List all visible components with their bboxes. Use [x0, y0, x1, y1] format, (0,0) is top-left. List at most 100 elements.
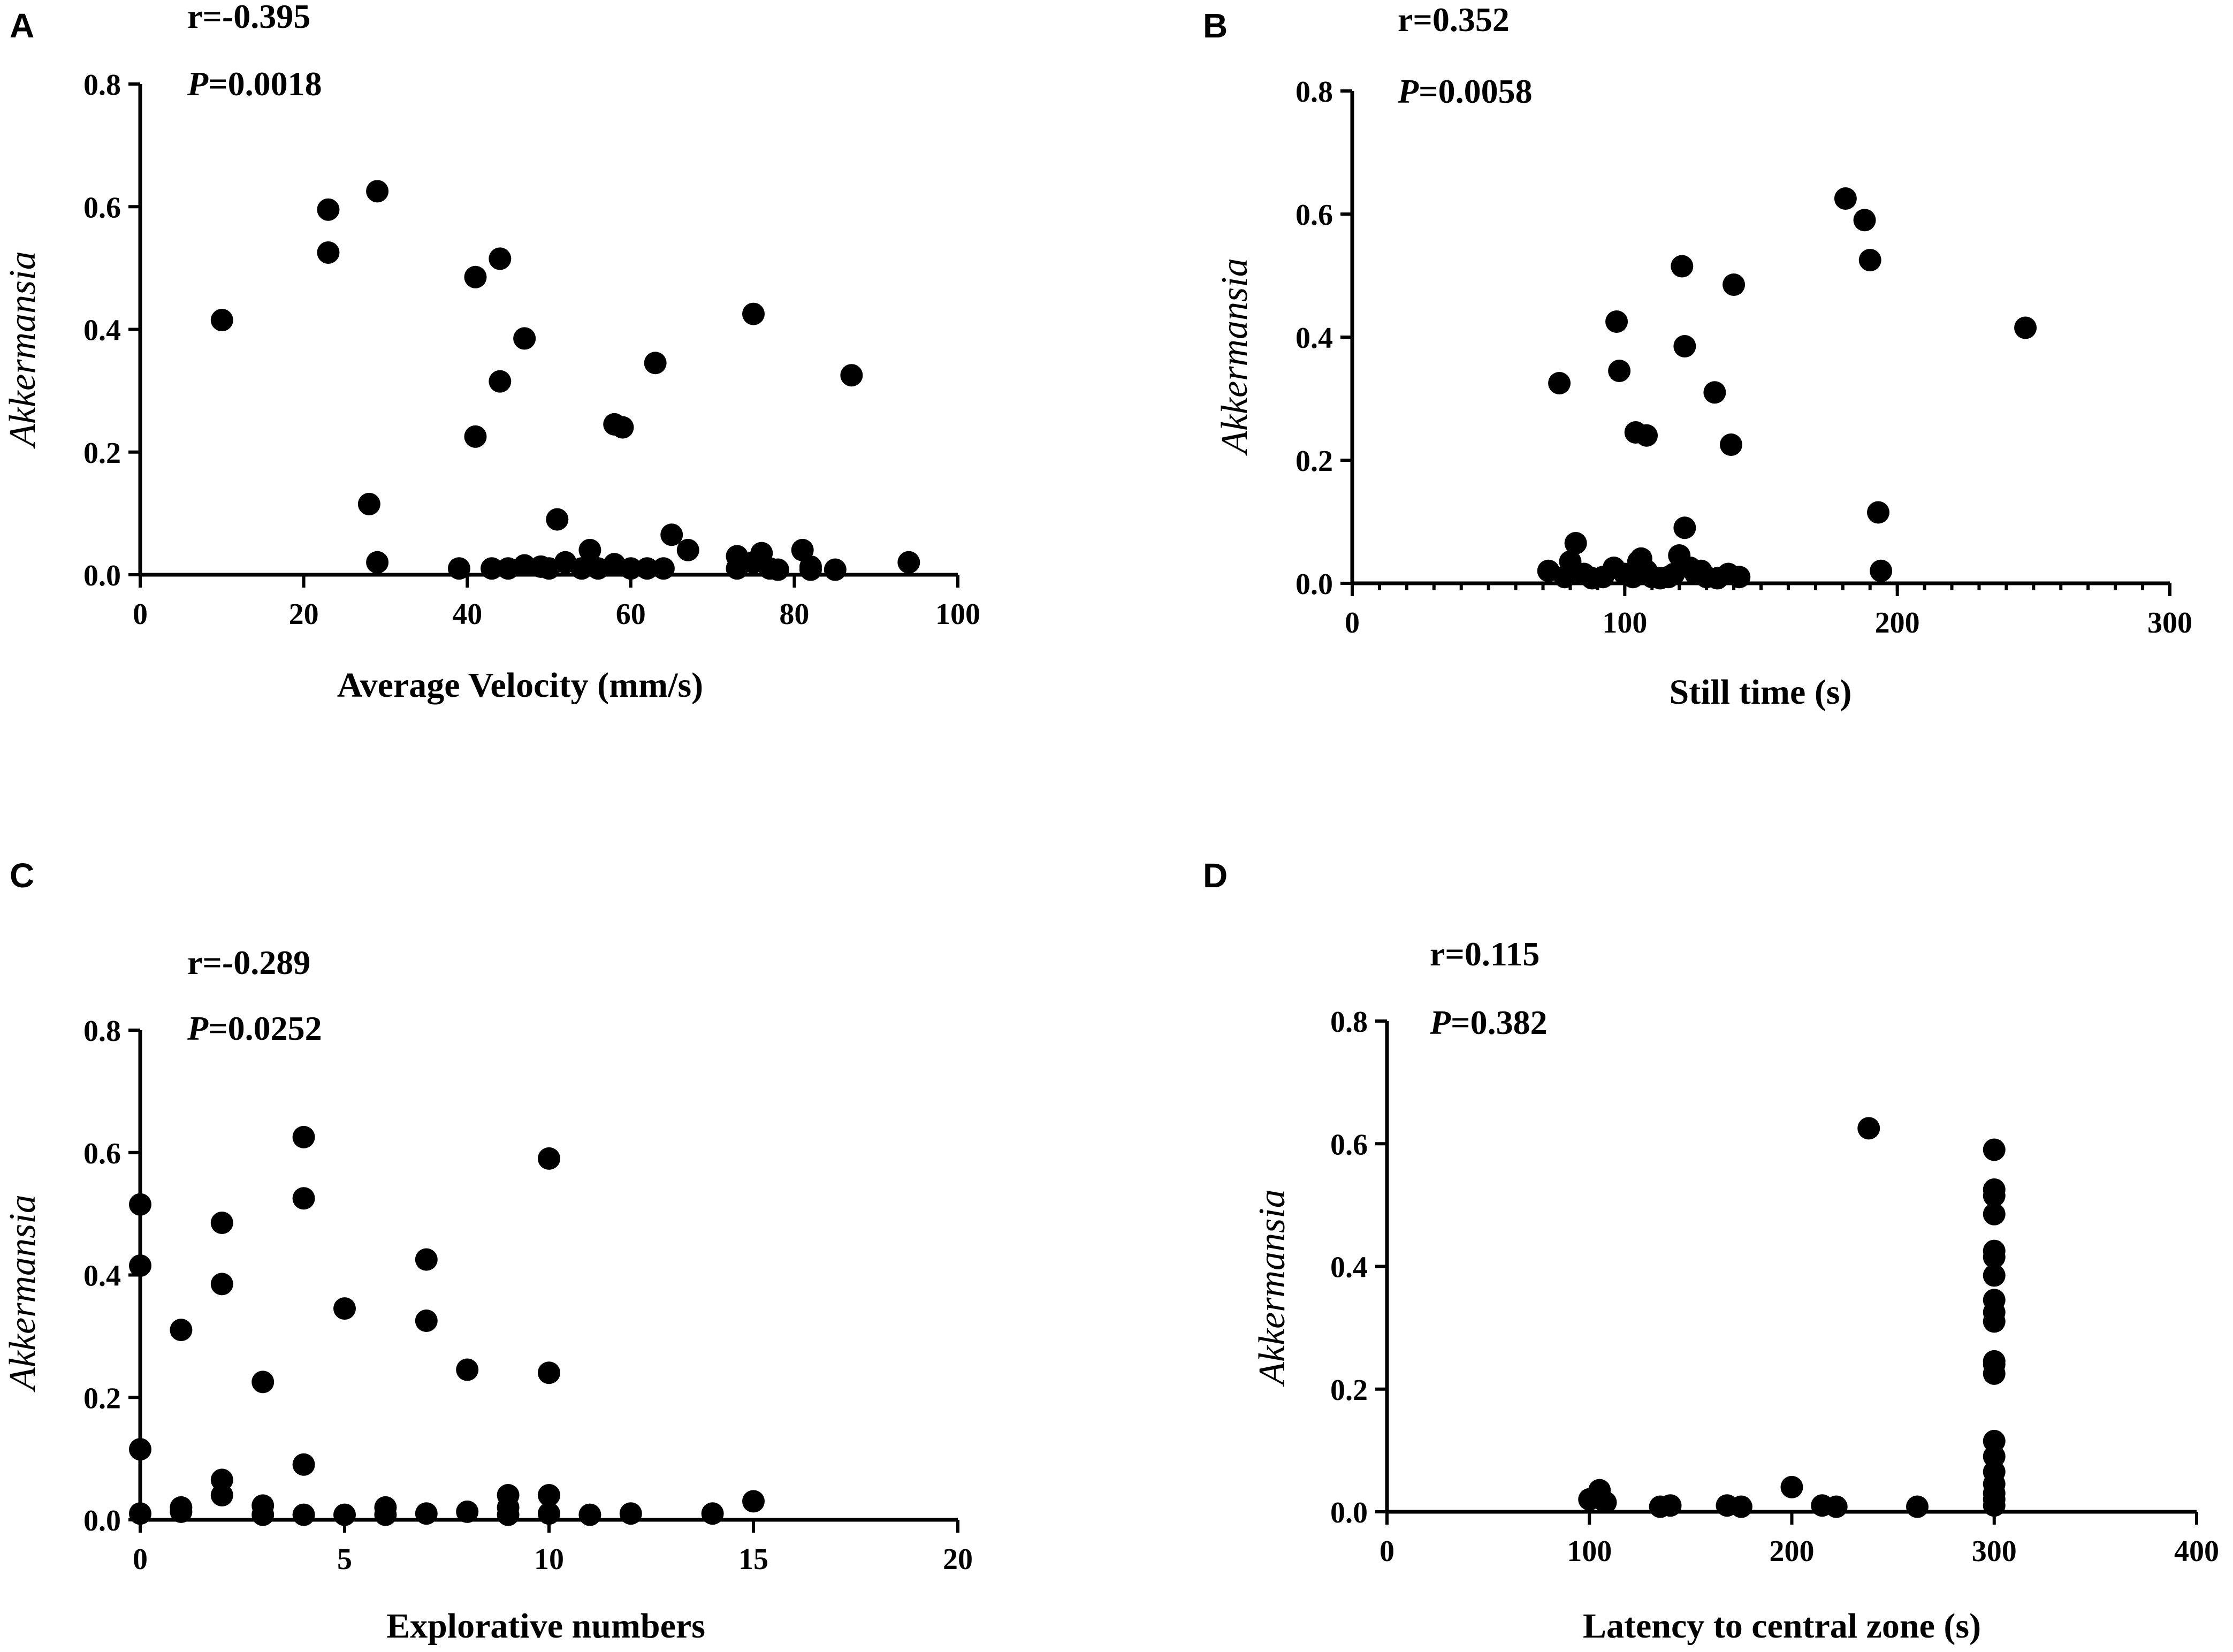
- panel-a-y-tick-label: 0.0: [83, 559, 121, 592]
- panel-a-data-point: [210, 309, 233, 332]
- panel-a-x-tick-label: 80: [779, 598, 809, 631]
- panel-b-data-point: [1673, 335, 1696, 357]
- panel-c: C r=-0.289 P=0.0252 Akkermansia Explorat…: [2, 856, 973, 1646]
- panel-b-x-tick-label: 0: [1345, 606, 1360, 640]
- panel-a-data-point: [447, 557, 470, 580]
- panel-c-data-point: [252, 1371, 275, 1394]
- panel-a-data-point: [366, 180, 389, 203]
- panel-b-data-point: [1723, 273, 1746, 296]
- panel-a-data-point: [578, 538, 601, 561]
- panel-c-data-point: [333, 1503, 356, 1526]
- panel-a-r-stat: r=-0.395: [187, 0, 310, 35]
- panel-b-data-point: [1867, 501, 1890, 524]
- panel-a-data-point: [489, 370, 512, 393]
- panel-c-data-point: [538, 1483, 560, 1506]
- panel-d: D r=0.115 P=0.382 Akkermansia Latency to…: [1203, 856, 2219, 1646]
- panel-d-y-tick-label: 0.4: [1330, 1251, 1368, 1284]
- panel-a-p-label: P: [187, 65, 209, 103]
- panel-d-y-tick-label: 0.8: [1330, 1006, 1368, 1039]
- panel-b-data-point: [2014, 316, 2037, 339]
- panel-a-y-tick-label: 0.6: [83, 191, 121, 224]
- panel-c-r-stat: r=-0.289: [187, 943, 310, 981]
- panel-a-letter: A: [10, 6, 34, 45]
- panel-c-data-point: [742, 1490, 765, 1513]
- panel-a-data-point: [489, 247, 512, 270]
- panel-c-data-point: [374, 1503, 397, 1526]
- panel-a-y-axis-title: Akkermansia: [2, 251, 43, 448]
- panel-c-p-label: P: [187, 1009, 209, 1047]
- panel-a-x-tick-label: 0: [133, 598, 148, 631]
- panel-a-data-point: [513, 327, 536, 350]
- panel-a-data-point: [317, 241, 340, 264]
- panel-a-data-point: [824, 558, 847, 581]
- panel-b-data-point: [1853, 209, 1876, 232]
- panel-b-x-axis-title: Still time (s): [1670, 673, 1852, 712]
- panel-c-letter: C: [10, 856, 34, 895]
- panel-c-x-tick-label: 10: [534, 1543, 564, 1576]
- panel-c-data-point: [129, 1502, 151, 1525]
- panel-d-data-point: [1983, 1362, 2006, 1385]
- panel-c-data-point: [415, 1502, 438, 1525]
- panel-b-data-point: [1703, 381, 1726, 404]
- panel-c-x-tick-label: 5: [337, 1543, 352, 1576]
- panel-a-data-point: [742, 302, 765, 325]
- panel-d-x-tick-label: 200: [1770, 1535, 1815, 1568]
- panel-d-data-point: [1857, 1117, 1880, 1140]
- panel-d-x-tick-label: 0: [1380, 1535, 1394, 1568]
- panel-a: A r=-0.395 P=0.0018 Akkermansia Average …: [2, 0, 980, 705]
- panel-d-data-point: [1825, 1495, 1848, 1518]
- panel-b-data-point: [1608, 360, 1631, 382]
- panel-a-data-point: [799, 558, 822, 581]
- panel-b-y-axis-title: Akkermansia: [1214, 258, 1255, 455]
- panel-d-data-point: [1906, 1495, 1929, 1518]
- panel-c-data-point: [210, 1483, 233, 1506]
- panel-a-y-tick-label: 0.4: [83, 314, 121, 347]
- panel-c-y-tick-label: 0.0: [83, 1504, 121, 1537]
- panel-d-data-point: [1780, 1475, 1803, 1498]
- panel-c-data-point: [538, 1147, 560, 1170]
- panel-d-x-tick-label: 400: [2174, 1535, 2219, 1568]
- panel-a-data-point: [611, 416, 634, 439]
- panel-c-data-point: [129, 1254, 151, 1277]
- panel-a-data-point: [481, 557, 504, 580]
- panel-d-data-point: [1594, 1491, 1617, 1514]
- panel-d-data-point: [1983, 1310, 2006, 1333]
- panel-c-data-point: [538, 1502, 560, 1525]
- panel-a-x-tick-label: 40: [452, 598, 482, 631]
- panel-b-p-value: =0.0058: [1419, 72, 1532, 110]
- panel-c-x-tick-label: 0: [133, 1543, 148, 1576]
- panel-a-data-point: [766, 558, 789, 581]
- panel-c-y-axis-title: Akkermansia: [2, 1194, 43, 1392]
- panel-c-data-point: [292, 1187, 315, 1210]
- panel-c-data-point: [210, 1212, 233, 1234]
- panel-d-data-point: [1983, 1264, 2006, 1287]
- panel-a-data-point: [840, 364, 863, 387]
- panel-a-x-axis-title: Average Velocity (mm/s): [337, 666, 703, 705]
- panel-b-y-tick-label: 0.8: [1295, 75, 1333, 109]
- panel-c-data-point: [701, 1502, 724, 1525]
- panel-c-y-tick-label: 0.8: [83, 1015, 121, 1048]
- panel-d-p-label: P: [1429, 1003, 1451, 1041]
- panel-d-letter: D: [1203, 856, 1228, 895]
- panel-c-data-point: [619, 1502, 642, 1525]
- panel-b-y-tick-label: 0.4: [1295, 322, 1333, 355]
- panel-d-x-tick-label: 100: [1567, 1535, 1612, 1568]
- panel-d-data-point: [1729, 1495, 1752, 1518]
- panel-a-data-point: [652, 557, 675, 580]
- panel-b-data-point: [1728, 566, 1751, 589]
- panel-d-data-point: [1983, 1494, 2006, 1517]
- panel-b-letter: B: [1203, 6, 1228, 45]
- panel-c-data-point: [170, 1319, 193, 1342]
- panel-a-data-point: [366, 551, 389, 574]
- panel-c-data-point: [292, 1125, 315, 1148]
- panel-c-data-point: [252, 1503, 275, 1526]
- panel-c-data-point: [292, 1503, 315, 1526]
- panel-b-p-stat: P=0.0058: [1397, 72, 1533, 110]
- panel-c-data-point: [210, 1273, 233, 1296]
- panel-d-y-tick-label: 0.2: [1330, 1374, 1368, 1407]
- panel-a-x-tick-label: 20: [289, 598, 319, 631]
- panel-b-y-tick-label: 0.6: [1295, 199, 1333, 232]
- panel-b-data-point: [1834, 187, 1857, 210]
- panel-a-x-tick-label: 100: [935, 598, 980, 631]
